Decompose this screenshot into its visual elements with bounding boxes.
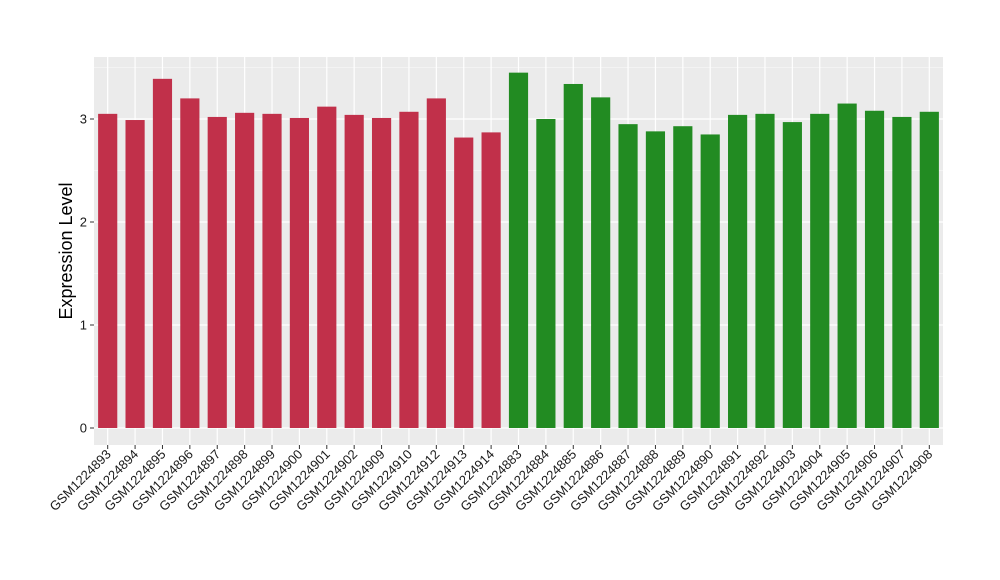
bar (919, 111, 939, 428)
x-axis: GSM1224893GSM1224894GSM1224895GSM1224896… (46, 445, 935, 514)
bar (563, 83, 583, 428)
bar (180, 98, 200, 429)
bar (673, 126, 693, 429)
bar (508, 72, 529, 429)
bar (728, 114, 748, 428)
bar (481, 132, 501, 428)
bar (262, 113, 282, 428)
bar (591, 97, 611, 429)
bar (618, 124, 638, 429)
bar (399, 111, 419, 428)
y-tick-label: 0 (80, 421, 87, 436)
bar (700, 134, 720, 428)
bar (98, 113, 118, 428)
bars (98, 72, 939, 429)
bar (645, 131, 666, 429)
y-tick-label: 1 (80, 318, 87, 333)
bar (289, 117, 309, 428)
bar (426, 98, 446, 429)
bar (810, 113, 830, 428)
bar (755, 113, 775, 428)
bar (371, 117, 392, 428)
bar (125, 120, 145, 428)
y-tick-label: 2 (80, 215, 87, 230)
bar (317, 106, 337, 428)
y-tick-label: 3 (80, 112, 87, 127)
y-axis-title: Expression Level (56, 182, 76, 319)
bar (344, 114, 364, 428)
bar (454, 137, 474, 429)
bar (207, 116, 227, 428)
bar (536, 119, 556, 428)
bar (892, 116, 912, 428)
bar (864, 110, 885, 428)
y-axis: 0 1 2 3 (80, 112, 94, 436)
bar (837, 103, 857, 429)
bar (235, 112, 255, 428)
bar (152, 78, 173, 428)
bar (782, 122, 802, 428)
